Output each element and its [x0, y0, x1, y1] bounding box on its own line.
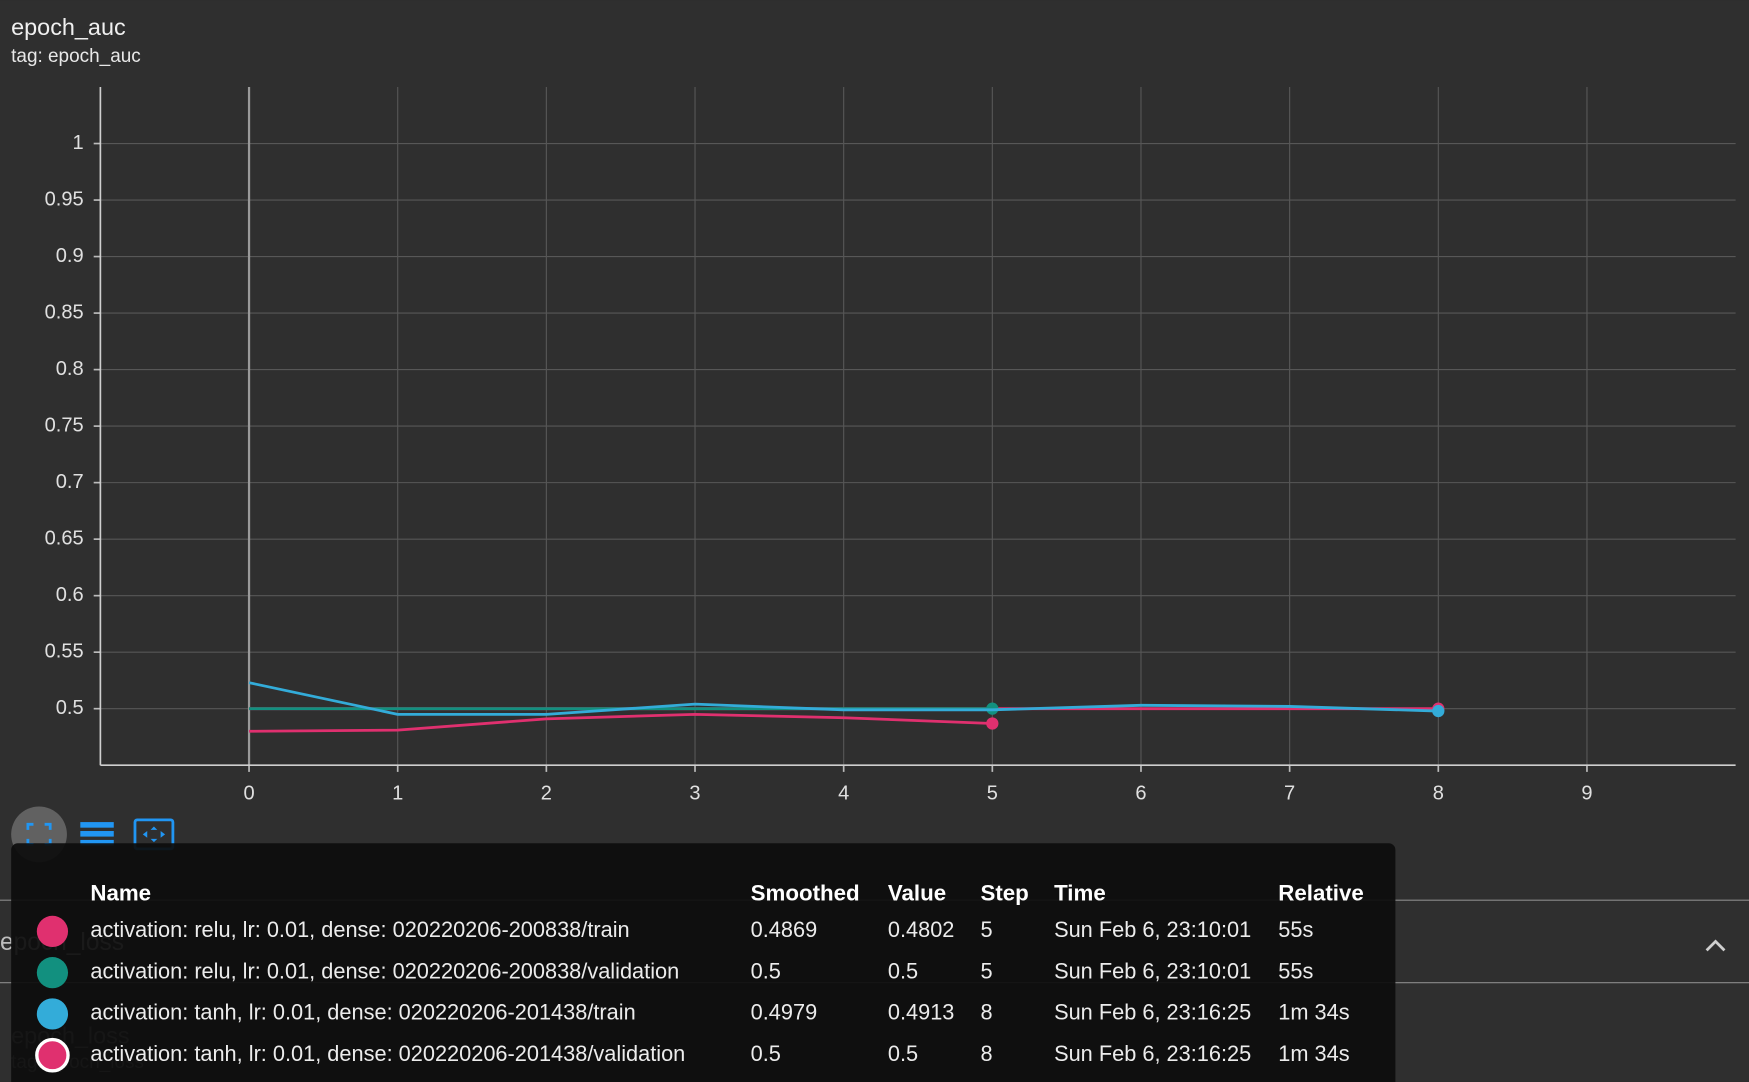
cell: activation: relu, lr: 0.01, dense: 02022… — [90, 917, 629, 942]
icon-bar — [80, 839, 114, 846]
cell: 0.5 — [888, 1041, 918, 1066]
cell: 5 — [980, 958, 992, 983]
cell: activation: tanh, lr: 0.01, dense: 02022… — [90, 1041, 685, 1066]
expand-chevron[interactable] — [1705, 939, 1726, 952]
cell: 0.5 — [888, 958, 918, 983]
y-tick-label: 0.65 — [45, 527, 84, 549]
x-tick-label: 7 — [1284, 783, 1295, 805]
cell: activation: relu, lr: 0.01, dense: 02022… — [90, 958, 679, 983]
icon-bar — [80, 822, 114, 828]
cell: 1m 34s — [1278, 1041, 1349, 1066]
cell: 1m 34s — [1278, 1000, 1349, 1025]
x-tick-label: 9 — [1581, 783, 1592, 805]
cell: activation: tanh, lr: 0.01, dense: 02022… — [90, 1000, 635, 1025]
column-header: Relative — [1278, 880, 1364, 905]
x-tick-label: 2 — [541, 783, 552, 805]
legend-swatch — [36, 998, 69, 1030]
cell: 55s — [1278, 958, 1313, 983]
y-tick-label: 0.85 — [45, 301, 84, 323]
legend-swatch — [36, 915, 69, 948]
log-scale-button[interactable] — [80, 822, 114, 846]
x-tick-label: 8 — [1433, 783, 1444, 805]
column-header: Name — [90, 880, 151, 905]
x-tick-label: 1 — [392, 783, 403, 805]
legend-swatch — [36, 957, 69, 989]
y-tick-label: 0.55 — [45, 640, 84, 662]
cell: Sun Feb 6, 23:16:25 — [1054, 1041, 1251, 1066]
x-tick-label: 3 — [689, 783, 700, 805]
tooltip — [11, 843, 1396, 1082]
cell: 55s — [1278, 917, 1313, 942]
cell: 0.5 — [751, 958, 781, 983]
cell: 8 — [980, 1000, 992, 1025]
y-tick-label: 0.9 — [56, 245, 84, 267]
y-tick-label: 1 — [72, 132, 83, 154]
series-end-marker — [986, 717, 999, 730]
series-end-marker — [1432, 704, 1445, 718]
card-title: epoch_auc — [11, 14, 126, 40]
series-line — [249, 712, 993, 733]
y-tick-label: 0.95 — [45, 188, 84, 210]
cell: Sun Feb 6, 23:10:01 — [1054, 917, 1251, 942]
cell: 0.4802 — [888, 917, 955, 942]
fit-arrows — [142, 826, 166, 843]
y-tick-label: 0.5 — [56, 697, 84, 719]
fullscreen-icon — [26, 822, 52, 846]
cell: Sun Feb 6, 23:16:25 — [1054, 1000, 1251, 1025]
y-tick-label: 0.75 — [45, 414, 84, 436]
column-header: Value — [888, 880, 946, 905]
cell: 0.4869 — [751, 917, 818, 942]
y-tick-label: 0.7 — [56, 471, 84, 493]
cell: 8 — [980, 1041, 992, 1066]
x-tick-label: 6 — [1135, 783, 1146, 805]
icon-bar — [80, 831, 114, 837]
column-header: Smoothed — [751, 880, 860, 905]
y-tick-label: 0.8 — [56, 358, 84, 380]
legend-swatch — [35, 1037, 70, 1073]
column-header: Time — [1054, 880, 1106, 905]
y-tick-label: 0.6 — [56, 584, 84, 606]
card-subtitle: tag: epoch_auc — [11, 46, 141, 67]
cell: Sun Feb 6, 23:10:01 — [1054, 958, 1251, 983]
series-line — [248, 681, 1439, 716]
x-tick-label: 4 — [838, 783, 849, 805]
x-tick-label: 5 — [987, 783, 998, 805]
x-tick-label: 0 — [243, 783, 254, 805]
cell: 0.4913 — [888, 1000, 955, 1025]
column-header: Step — [980, 880, 1028, 905]
cell: 0.5 — [751, 1041, 781, 1066]
cell: 0.4979 — [751, 1000, 818, 1025]
cell: 5 — [980, 917, 992, 942]
plot: 0.5 0.55 0.6 0.65 0.7 0.75 0.8 0.85 0.9 0.95 1 0 1 2 3… — [45, 87, 1736, 805]
tooltip-table: Name Smoothed Value Step Time Relative activat… — [35, 880, 1364, 1073]
